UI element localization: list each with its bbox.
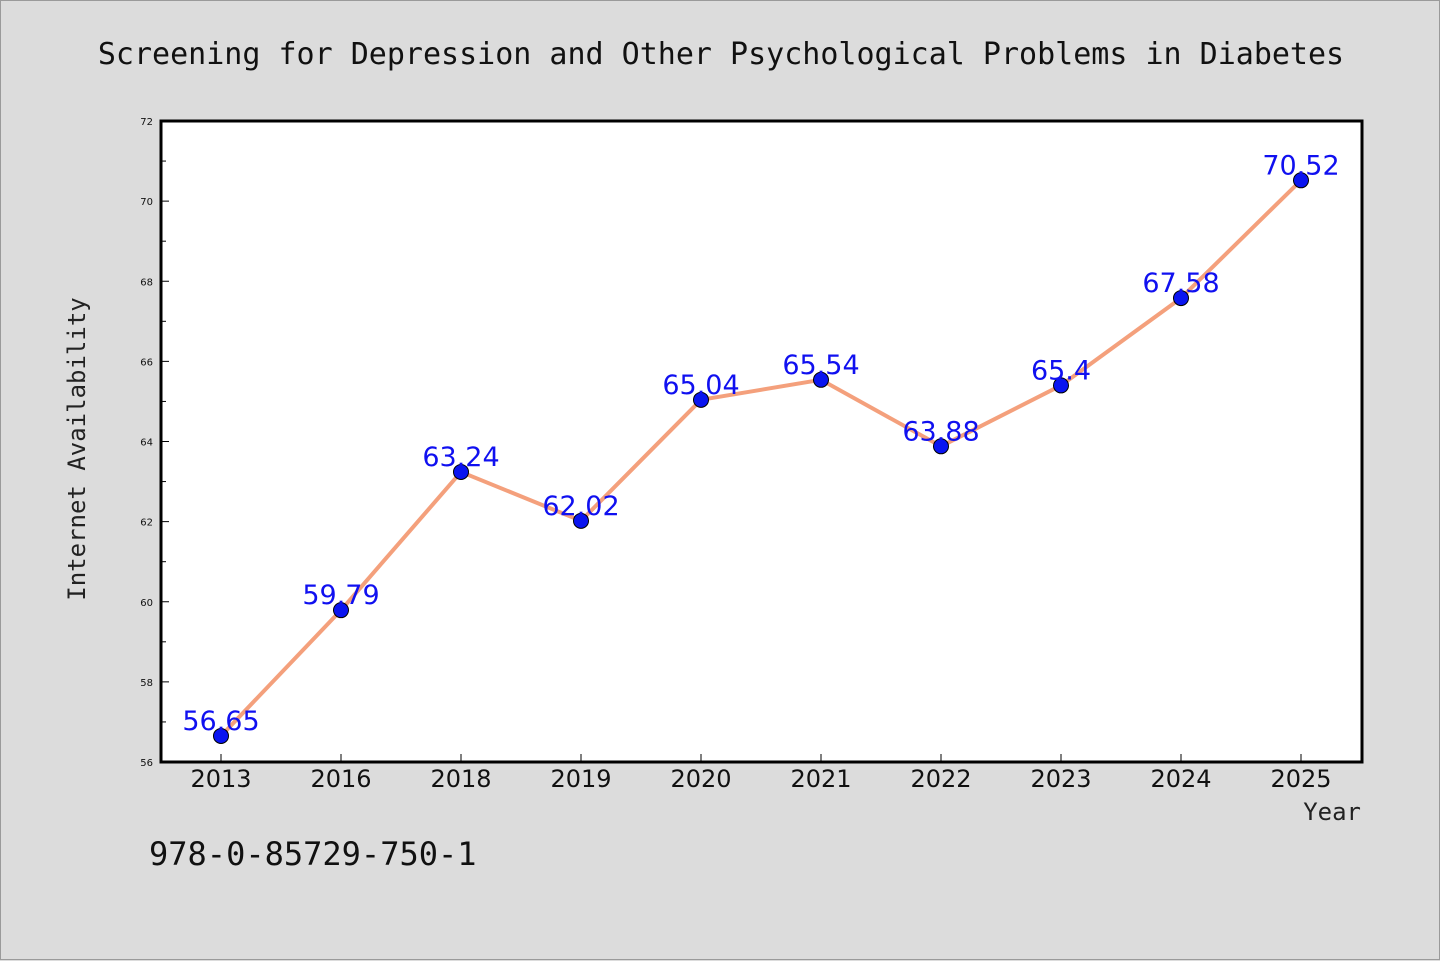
x-tick-label: 2016 <box>310 765 371 793</box>
y-tick-label: 68 <box>140 277 153 288</box>
y-tick-label: 62 <box>140 518 153 529</box>
x-tick-label: 2022 <box>910 765 971 793</box>
x-axis: 2013 2016 2018 2019 2020 2021 2022 2023 2024 2025 <box>190 754 1332 793</box>
data-point <box>1173 290 1189 307</box>
data-point <box>453 463 469 480</box>
x-tick-label: 2018 <box>430 765 491 793</box>
plot-area <box>159 119 1364 764</box>
x-tick-label: 2025 <box>1270 765 1331 793</box>
y-tick-label: 66 <box>140 357 153 368</box>
data-label: 63.88 <box>902 416 979 447</box>
y-tick-label: 60 <box>140 598 153 609</box>
x-tick-label: 2021 <box>790 765 851 793</box>
data-label: 63.24 <box>422 442 499 473</box>
x-tick-label: 2024 <box>1150 765 1211 793</box>
data-point <box>1053 377 1069 394</box>
data-label: 70.52 <box>1262 150 1339 181</box>
x-tick-label: 2013 <box>190 765 251 793</box>
data-point <box>693 391 709 408</box>
data-point <box>933 438 949 455</box>
data-label: 59.79 <box>302 580 379 611</box>
footer-isbn: 978-0-85729-750-1 <box>149 835 477 873</box>
data-label: 65.54 <box>782 350 859 381</box>
data-point <box>573 512 589 529</box>
data-point <box>213 727 229 744</box>
x-tick-label: 2020 <box>670 765 731 793</box>
data-label: 62.02 <box>542 491 619 522</box>
chart-title: Screening for Depression and Other Psych… <box>98 37 1344 72</box>
data-point <box>333 602 349 619</box>
data-point <box>813 371 829 388</box>
data-label: 65.04 <box>662 370 739 401</box>
series-layer: 56.65 59.79 63.24 62.02 65.04 65.54 63.88 65.4 6… <box>182 150 1340 744</box>
x-axis-title: Year <box>1303 798 1361 826</box>
data-label: 56.65 <box>182 706 259 737</box>
y-tick-label: 64 <box>140 438 153 449</box>
y-axis: 56 58 60 62 64 66 68 70 72 <box>140 117 169 769</box>
x-tick-label: 2019 <box>550 765 611 793</box>
series-line <box>219 178 1303 738</box>
data-label: 65.4 <box>1031 355 1091 386</box>
y-tick-label: 70 <box>140 197 153 208</box>
y-axis-title: Internet Availability <box>63 297 91 600</box>
data-point <box>1293 172 1309 189</box>
x-tick-label: 2023 <box>1030 765 1091 793</box>
y-tick-label: 56 <box>140 758 153 769</box>
y-tick-label: 72 <box>140 117 153 128</box>
data-label: 67.58 <box>1142 268 1219 299</box>
y-tick-label: 58 <box>140 678 153 689</box>
